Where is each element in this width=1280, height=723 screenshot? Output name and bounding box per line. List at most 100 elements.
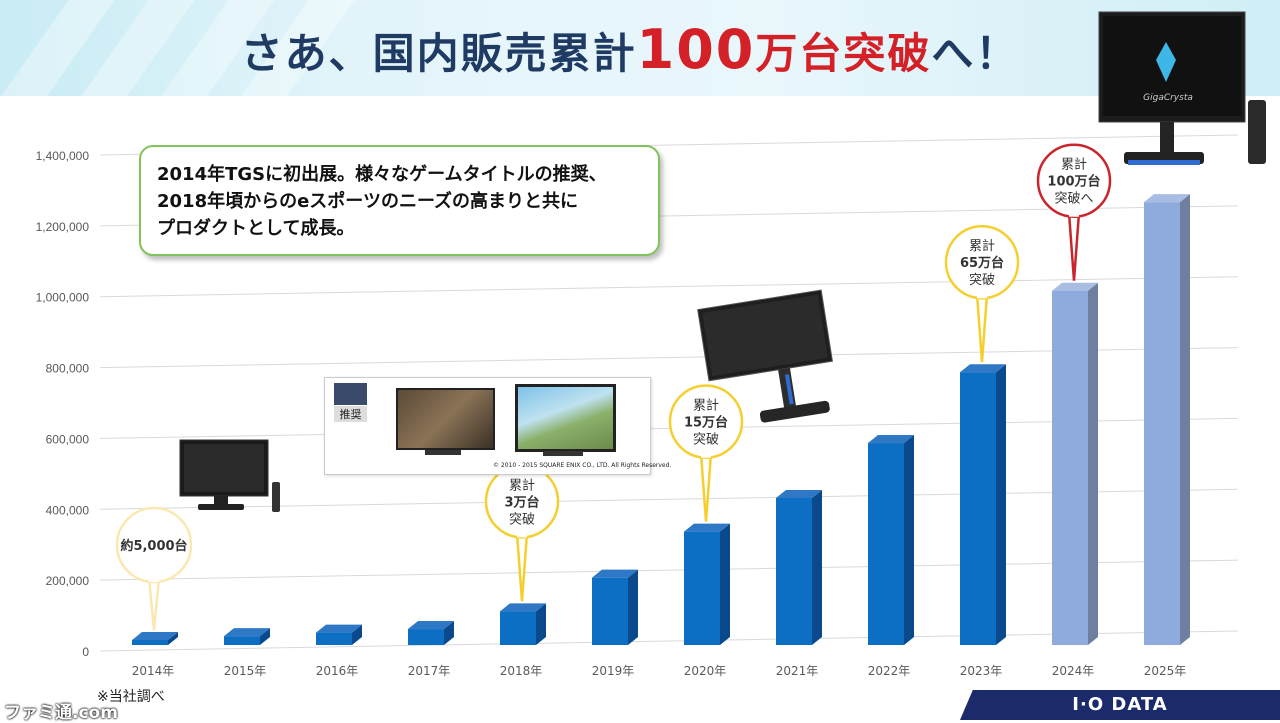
watermark: ファミ通.com <box>4 703 118 723</box>
bar-2024年 <box>1052 282 1098 645</box>
bar-top <box>776 489 822 498</box>
bars <box>132 194 1190 645</box>
bar-side <box>904 435 914 645</box>
y-tick-labels: 0 200,000 400,000 600,000 800,000 1,000,000 1,… <box>36 149 90 659</box>
bubble-join <box>149 574 159 582</box>
bar-2022年 <box>868 435 914 645</box>
bar-2016年 <box>316 624 362 645</box>
bar-side <box>444 621 454 645</box>
bar-2019年 <box>592 569 638 645</box>
x-tick-label: 2025年 <box>1144 664 1187 678</box>
x-tick-label: 2019年 <box>592 664 635 678</box>
callout-line-1: 2014年TGSに初出展。様々なゲームタイトルの推奨、 <box>157 164 607 185</box>
bubble-text: 累計 <box>1061 157 1087 173</box>
x-tick-labels: 2014年 2015年 2016年 2017年 2018年 2019年 2020年 2021年… <box>132 664 1187 678</box>
grid-line <box>99 630 1239 652</box>
callout-line-2: 2018年頃からのeスポーツのニーズの高まりと共に <box>157 191 579 212</box>
title-tail: へ！ <box>931 29 1020 78</box>
bar-front <box>500 611 536 645</box>
grid-line <box>99 559 1239 581</box>
footnote: ※当社調べ <box>97 689 165 705</box>
bar-side <box>812 489 822 645</box>
bar-side <box>168 632 178 645</box>
bar-front <box>132 640 168 645</box>
bubble-text: 65万台 <box>960 255 1004 271</box>
bubble-join <box>977 290 987 299</box>
bubble-text: 累計 <box>693 398 719 414</box>
bar-top <box>868 435 914 444</box>
recommend-badge: 推奨 <box>334 406 367 422</box>
bubble-pointer <box>699 452 713 522</box>
y-tick-label: 200,000 <box>46 574 90 588</box>
grid-line <box>99 276 1239 298</box>
bar-front <box>224 636 260 645</box>
annotation-bubble: 累計100万台突破へ <box>1036 143 1112 281</box>
bubble-pointer <box>515 532 529 602</box>
monitor-2020-image <box>697 289 833 423</box>
bar-top <box>500 603 546 612</box>
bubble-text: 15万台 <box>684 415 728 431</box>
bar-2014年 <box>132 632 178 645</box>
game-logo-image <box>334 383 367 405</box>
bubble-pointer <box>1067 211 1081 281</box>
bubble-text: 累計 <box>509 477 535 493</box>
bar-side <box>628 569 638 645</box>
x-tick-label: 2023年 <box>960 664 1003 678</box>
bubble-text: 突破 <box>693 432 719 448</box>
bar-front <box>316 632 352 645</box>
x-tick-label: 2024年 <box>1052 664 1095 678</box>
bar-top <box>316 624 362 633</box>
bar-top <box>132 632 178 640</box>
callout-line-3: プロダクトとして成長。 <box>157 218 355 239</box>
bar-top <box>408 621 454 630</box>
bar-front <box>776 497 812 645</box>
x-tick-label: 2020年 <box>684 664 727 678</box>
bubble-text: 突破へ <box>1054 191 1093 207</box>
title-post: 万台突破 <box>755 29 932 78</box>
copyright-text: © 2010 - 2015 SQUARE ENIX CO., LTD. All … <box>493 462 672 469</box>
bubble-join <box>701 449 711 458</box>
x-tick-label: 2017年 <box>408 664 451 678</box>
bubble-text: 約5,000台 <box>120 538 187 554</box>
bubble-join <box>517 529 527 538</box>
y-tick-label: 400,000 <box>46 503 90 517</box>
bubble-text: 突破 <box>969 272 995 288</box>
bubble-text: 3万台 <box>504 494 539 510</box>
bar-front <box>684 531 720 645</box>
bubble-join <box>1069 208 1079 217</box>
y-tick-label: 1,200,000 <box>36 220 90 234</box>
title-pre: さあ、国内販売累計 <box>240 29 637 78</box>
bar-2018年 <box>500 603 546 645</box>
annotation-bubble: 約5,000台 <box>115 506 193 631</box>
bar-top <box>1052 282 1098 291</box>
x-tick-label: 2016年 <box>316 664 359 678</box>
title-banner: さあ、国内販売累計100万台突破へ！ <box>0 0 1280 96</box>
bar-side <box>352 624 362 645</box>
y-tick-label: 1,000,000 <box>36 291 90 305</box>
monitor-brand-label: GigaCrysta <box>1143 93 1193 103</box>
title-number: 100 <box>636 18 756 81</box>
bar-front <box>1144 202 1180 645</box>
page-title: さあ、国内販売累計100万台突破へ！ <box>0 18 1260 81</box>
bar-front <box>868 443 904 645</box>
monitor-2014-image <box>179 439 280 512</box>
bar-2015年 <box>224 628 270 645</box>
bar-side <box>1180 194 1190 645</box>
bubble-text: 突破 <box>509 511 535 527</box>
grid-line <box>99 347 1239 369</box>
bar-top <box>960 364 1006 373</box>
bar-2021年 <box>776 489 822 645</box>
company-logo: I·O DATA <box>960 690 1280 720</box>
game-recommendation-panel: 推奨 © 2010 - 2015 SQUARE ENIX CO., LTD. A… <box>324 377 671 475</box>
bar-2020年 <box>684 523 730 645</box>
bubble-text: 累計 <box>969 238 995 254</box>
bar-side <box>536 603 546 645</box>
bar-front <box>408 629 444 645</box>
bubble-pointer <box>147 576 161 631</box>
bar-top <box>224 628 270 637</box>
